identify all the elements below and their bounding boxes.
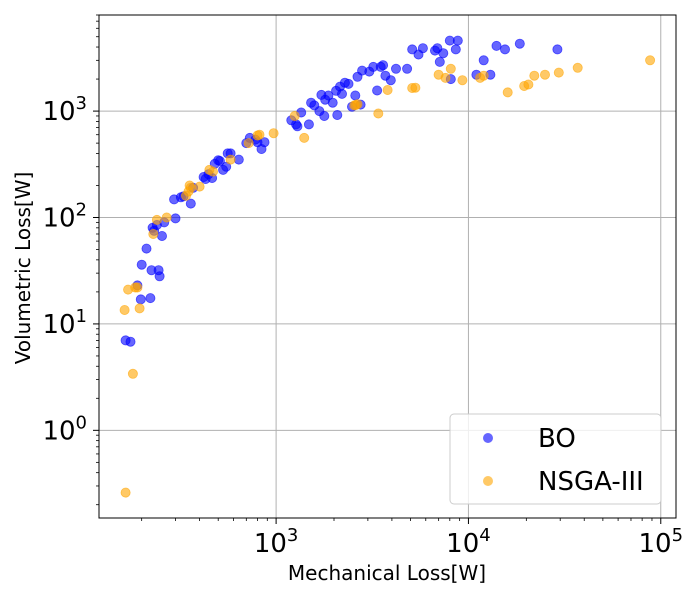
data-point-nsga-iii bbox=[373, 108, 384, 119]
data-point-bo bbox=[343, 78, 354, 89]
data-point-bo bbox=[319, 111, 330, 122]
legend-label-nsga-iii: NSGA-III bbox=[538, 467, 644, 497]
legend-marker-bo bbox=[483, 433, 493, 443]
data-point-bo bbox=[156, 230, 167, 241]
data-point-bo bbox=[378, 60, 389, 71]
legend-box bbox=[449, 413, 662, 505]
legend-marker-nsga-iii bbox=[483, 476, 493, 486]
y-tick-label: 103 bbox=[42, 93, 87, 127]
data-point-nsga-iii bbox=[529, 70, 540, 81]
data-point-nsga-iii bbox=[523, 79, 534, 90]
data-point-nsga-iii bbox=[572, 62, 583, 73]
x-axis-title: Mechanical Loss[W] bbox=[288, 561, 486, 585]
data-point-nsga-iii bbox=[382, 85, 393, 96]
data-point-bo bbox=[303, 119, 314, 130]
data-point-bo bbox=[372, 85, 383, 96]
data-point-bo bbox=[221, 161, 232, 172]
data-point-nsga-iii bbox=[254, 129, 265, 140]
data-point-nsga-iii bbox=[440, 72, 451, 83]
data-point-bo bbox=[478, 55, 489, 66]
legend: BO NSGA-III bbox=[449, 413, 662, 505]
data-point-bo bbox=[292, 121, 303, 132]
data-point-bo bbox=[390, 63, 401, 74]
data-point-bo bbox=[332, 110, 343, 121]
data-point-bo bbox=[552, 44, 563, 55]
data-point-bo bbox=[491, 40, 502, 51]
data-point-bo bbox=[336, 88, 347, 99]
data-point-bo bbox=[170, 213, 181, 224]
data-point-nsga-iii bbox=[645, 55, 656, 66]
data-point-nsga-iii bbox=[151, 214, 162, 225]
axis-ticks bbox=[93, 14, 662, 524]
y-tick-label: 100 bbox=[42, 412, 87, 446]
data-point-nsga-iii bbox=[268, 128, 279, 139]
data-point-nsga-iii bbox=[225, 154, 236, 165]
data-point-nsga-iii bbox=[127, 368, 138, 379]
data-point-bo bbox=[514, 38, 525, 49]
grid-lines bbox=[99, 15, 676, 518]
data-point-bo bbox=[327, 97, 338, 108]
data-point-bo bbox=[350, 90, 361, 101]
data-point-nsga-iii bbox=[185, 182, 196, 193]
data-point-nsga-iii bbox=[148, 228, 159, 239]
data-point-nsga-iii bbox=[457, 75, 468, 86]
data-point-nsga-iii bbox=[120, 487, 131, 498]
data-point-nsga-iii bbox=[132, 282, 143, 293]
data-point-bo bbox=[214, 155, 225, 166]
data-point-nsga-iii bbox=[289, 111, 300, 122]
data-point-nsga-iii bbox=[352, 99, 363, 110]
data-point-nsga-iii bbox=[445, 63, 456, 74]
y-tick-label: 102 bbox=[42, 200, 87, 234]
data-point-nsga-iii bbox=[299, 132, 310, 143]
y-tick-label: 101 bbox=[42, 306, 87, 340]
data-point-bo bbox=[438, 48, 449, 59]
data-points bbox=[119, 35, 656, 498]
x-tick-label: 103 bbox=[254, 525, 299, 559]
y-axis-title: Volumetric Loss[W] bbox=[11, 172, 35, 365]
x-tick-label: 104 bbox=[446, 525, 491, 559]
data-point-bo bbox=[323, 90, 334, 101]
data-point-bo bbox=[135, 294, 146, 305]
data-point-bo bbox=[154, 271, 165, 282]
x-tick-label: 105 bbox=[638, 525, 683, 559]
data-point-bo bbox=[136, 259, 147, 270]
data-point-nsga-iii bbox=[478, 70, 489, 81]
plot-frame bbox=[98, 14, 677, 519]
tick-labels: 103 104 105 100 101 102 103 bbox=[42, 93, 683, 559]
data-point-bo bbox=[499, 44, 510, 55]
data-point-nsga-iii bbox=[502, 87, 513, 98]
data-point-bo bbox=[259, 137, 270, 148]
data-point-bo bbox=[145, 293, 156, 304]
data-point-bo bbox=[450, 44, 461, 55]
data-point-nsga-iii bbox=[134, 303, 145, 314]
data-point-nsga-iii bbox=[553, 67, 564, 78]
data-point-nsga-iii bbox=[410, 82, 421, 93]
data-point-bo bbox=[417, 43, 428, 54]
data-point-bo bbox=[402, 63, 413, 74]
data-point-nsga-iii bbox=[119, 304, 130, 315]
data-point-nsga-iii bbox=[540, 69, 551, 80]
legend-label-bo: BO bbox=[538, 424, 576, 454]
data-point-bo bbox=[185, 198, 196, 209]
data-point-bo bbox=[434, 56, 445, 67]
data-point-nsga-iii bbox=[243, 138, 254, 149]
data-point-nsga-iii bbox=[161, 212, 172, 223]
data-point-bo bbox=[125, 336, 136, 347]
data-point-nsga-iii bbox=[207, 166, 218, 177]
data-point-bo bbox=[452, 35, 463, 46]
data-point-bo bbox=[141, 243, 152, 254]
data-point-bo bbox=[385, 75, 396, 86]
data-point-nsga-iii bbox=[194, 181, 205, 192]
